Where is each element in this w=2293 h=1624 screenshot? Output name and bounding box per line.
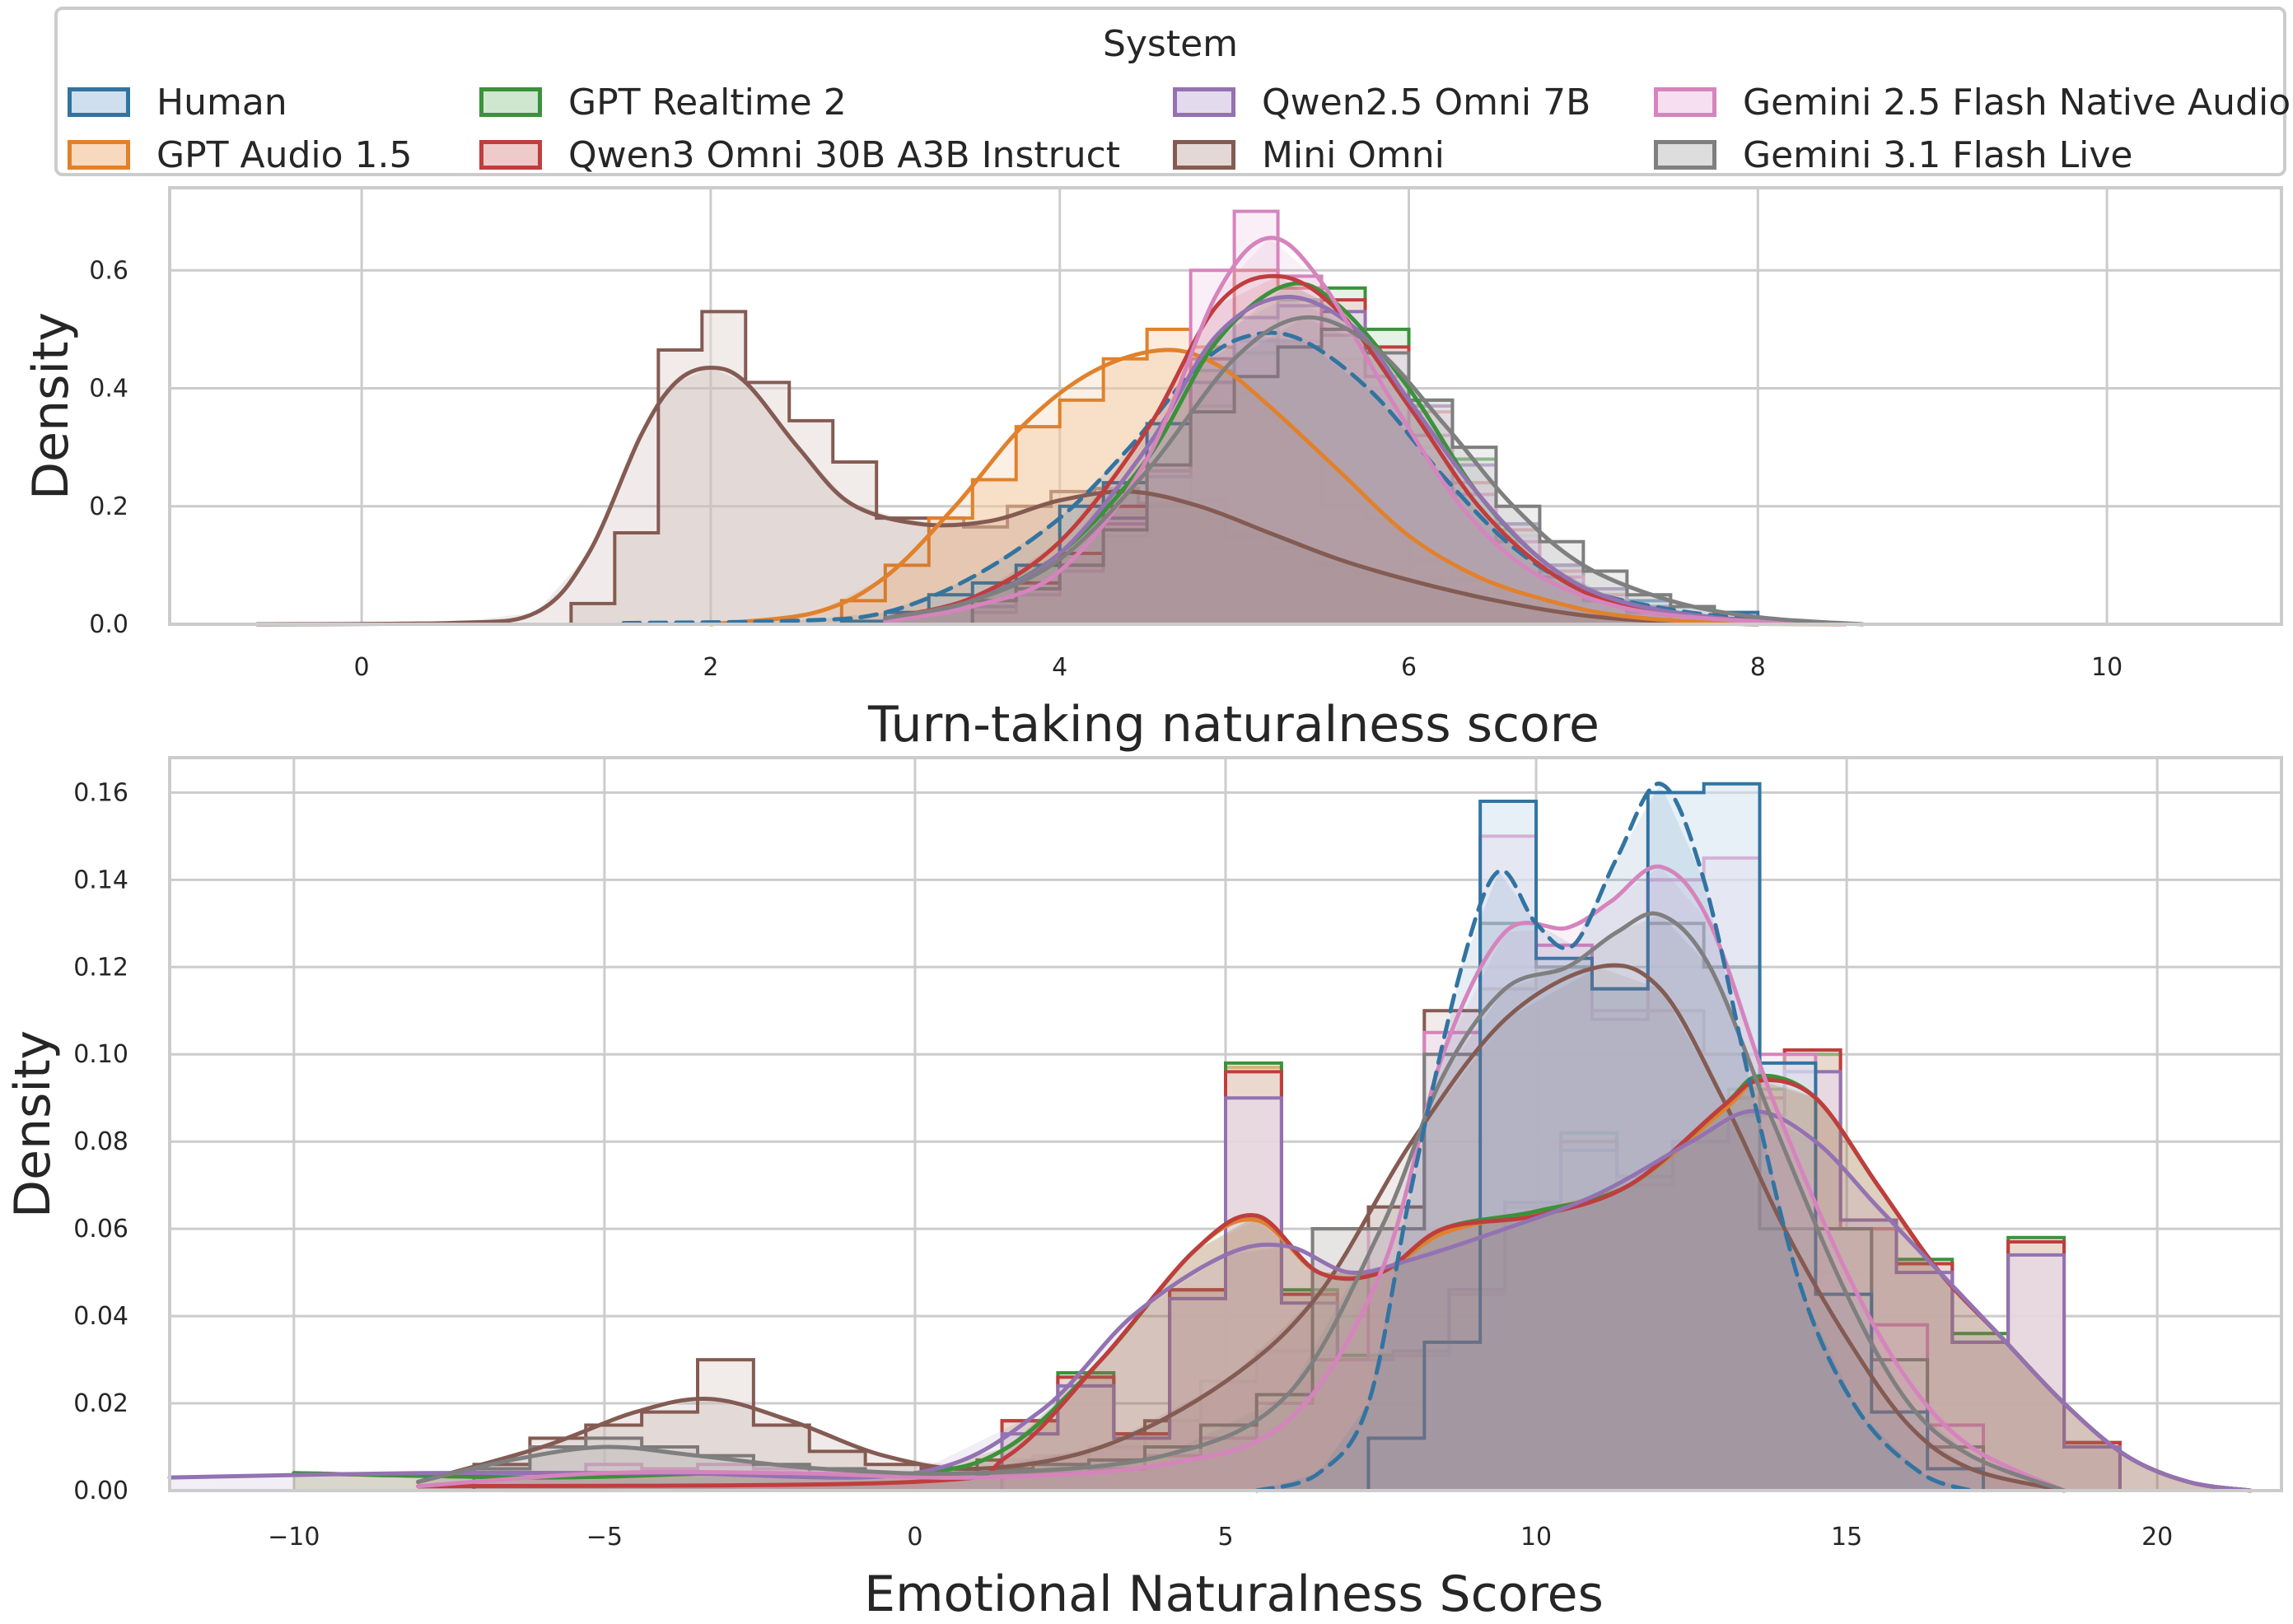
kde-area-gemini-3-1-flash-live xyxy=(885,317,1863,624)
y-tick-label: 0.02 xyxy=(73,1389,128,1418)
legend-label: Mini Omni xyxy=(1262,133,1445,176)
x-tick-label: 2 xyxy=(703,653,718,682)
y-axis-label: Density xyxy=(22,312,80,500)
y-tick-label: 0.06 xyxy=(73,1215,128,1244)
x-tick-label: −10 xyxy=(268,1523,320,1552)
x-tick-label: 4 xyxy=(1052,653,1067,682)
kde-area-mini-omni xyxy=(418,967,2065,1491)
legend-swatch xyxy=(479,140,542,170)
kde-line-mini-omni xyxy=(416,963,2067,1493)
legend-label: Qwen3 Omni 30B A3B Instruct xyxy=(568,133,1121,176)
kde-area-mini-omni xyxy=(256,367,1758,624)
axes-frame xyxy=(168,756,2283,1492)
y-tick-label: 0.10 xyxy=(73,1040,128,1069)
legend-swatch xyxy=(1654,140,1716,170)
y-tick-label: 0.4 xyxy=(89,375,128,404)
kde-line-qwen2-5-omni-7b xyxy=(167,1108,2253,1493)
kde-line-human xyxy=(1254,782,1973,1493)
kde-line-gemini-2-5-flash-native-audio xyxy=(883,236,1847,627)
x-tick-label: 20 xyxy=(2141,1523,2173,1552)
x-axis-label: Emotional Naturalness Scores xyxy=(864,1566,1604,1621)
legend-swatch xyxy=(68,140,130,170)
legend-item-human: Human xyxy=(68,79,287,125)
x-tick-label: 0 xyxy=(907,1523,922,1552)
kde-area-qwen3-omni-30b-a3b-instruct xyxy=(885,276,1846,624)
legend-label: Gemini 2.5 Flash Native Audio xyxy=(1743,81,2291,124)
legend-label: Human xyxy=(156,81,287,124)
kde-area-qwen2-5-omni-7b xyxy=(170,1111,2251,1491)
kde-area-gemini-2-5-flash-native-audio xyxy=(885,237,1846,624)
x-tick-label: 5 xyxy=(1217,1523,1233,1552)
legend-label: GPT Realtime 2 xyxy=(568,81,847,124)
kde-line-gemini-3-1-flash-live xyxy=(883,315,1865,627)
x-axis-label: Turn-taking naturalness score xyxy=(867,696,1599,754)
kde-line-gemini-3-1-flash-live xyxy=(416,911,2067,1493)
x-tick-label: 6 xyxy=(1401,653,1417,682)
legend-item-mini-omni: Mini Omni xyxy=(1173,132,1445,178)
y-tick-label: 0.6 xyxy=(89,256,128,285)
kde-area-gpt-audio-1-5 xyxy=(710,349,1846,624)
x-tick-label: −5 xyxy=(586,1523,623,1552)
y-tick-label: 0.12 xyxy=(73,953,128,982)
y-tick-label: 0.16 xyxy=(73,778,128,807)
legend-item-gpt-realtime-2: GPT Realtime 2 xyxy=(479,79,847,125)
kde-area-qwen3-omni-30b-a3b-instruct xyxy=(418,1080,2251,1491)
y-tick-label: 0.04 xyxy=(73,1302,128,1331)
legend-swatch xyxy=(68,87,130,117)
y-tick-label: 0.0 xyxy=(89,610,128,639)
axes-frame xyxy=(168,186,2283,626)
legend-title: System xyxy=(1102,23,1239,65)
kde-area-gemini-3-1-flash-live xyxy=(418,914,2065,1491)
legend-swatch xyxy=(1173,140,1235,170)
kde-area-human xyxy=(1256,783,1971,1491)
legend-item-qwen2-5-omni: Qwen2.5 Omni 7B xyxy=(1173,79,1590,125)
legend-item-qwen3-omni: Qwen3 Omni 30B A3B Instruct xyxy=(479,132,1120,178)
kde-area-qwen2-5-omni-7b xyxy=(885,296,1846,624)
x-tick-label: 8 xyxy=(1750,653,1766,682)
legend-item-gemini-2-5: Gemini 2.5 Flash Native Audio xyxy=(1654,79,2291,125)
y-tick-label: 0.14 xyxy=(73,866,128,894)
x-tick-label: 10 xyxy=(1520,1523,1552,1552)
legend-swatch xyxy=(479,87,542,117)
legend-item-gpt-audio-1-5: GPT Audio 1.5 xyxy=(68,132,413,178)
y-tick-label: 0.08 xyxy=(73,1127,128,1156)
legend-swatch xyxy=(1173,87,1235,117)
legend: System Human GPT Audio 1.5 GPT Realtime … xyxy=(54,7,2291,178)
legend-item-gemini-3-1: Gemini 3.1 Flash Live xyxy=(1654,132,2132,178)
x-tick-label: 15 xyxy=(1831,1523,1862,1552)
y-axis-label: Density xyxy=(4,1030,62,1218)
x-tick-label: 0 xyxy=(354,653,370,682)
x-tick-label: 10 xyxy=(2091,653,2123,682)
kde-area-gpt-realtime-2 xyxy=(885,285,1846,624)
chart-panel-2: −10 −5 0 5 10 15 20 0.00 0.02 0.04 0.06 0.08 0.10 0.1… xyxy=(4,756,2283,1623)
legend-label: GPT Audio 1.5 xyxy=(156,133,413,176)
kde-line-gpt-audio-1-5 xyxy=(708,348,1847,627)
y-tick-label: 0.00 xyxy=(73,1477,128,1505)
kde-line-qwen2-5-omni-7b xyxy=(883,294,1847,627)
legend-swatch xyxy=(1654,87,1716,117)
kde-line-mini-omni xyxy=(255,365,1760,627)
y-tick-label: 0.2 xyxy=(89,492,128,521)
legend-label: Gemini 3.1 Flash Live xyxy=(1743,133,2133,176)
legend-label: Qwen2.5 Omni 7B xyxy=(1262,81,1591,124)
kde-line-gemini-2-5-flash-native-audio xyxy=(416,864,2067,1493)
kde-area-human xyxy=(623,335,1846,624)
chart-panel-1: 0 2 4 6 8 10 0.0 0.2 0.4 0.6 Turn-taking naturalne… xyxy=(22,186,2283,754)
kde-area-gemini-2-5-flash-native-audio xyxy=(418,866,2065,1491)
